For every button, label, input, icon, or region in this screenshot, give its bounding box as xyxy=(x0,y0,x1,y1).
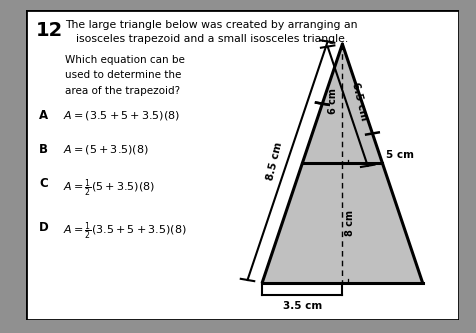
Text: area of the trapezoid?: area of the trapezoid? xyxy=(65,86,180,96)
Text: 3.5 cm: 3.5 cm xyxy=(283,301,322,311)
Text: The large triangle below was created by arranging an: The large triangle below was created by … xyxy=(65,20,357,30)
Text: $A = (5 + 3.5)(8)$: $A = (5 + 3.5)(8)$ xyxy=(63,143,149,156)
Text: 12: 12 xyxy=(36,21,63,40)
Text: B: B xyxy=(39,143,48,156)
Text: 8.5 cm: 8.5 cm xyxy=(265,141,284,181)
Text: isosceles trapezoid and a small isosceles triangle.: isosceles trapezoid and a small isoscele… xyxy=(76,34,348,44)
Text: D: D xyxy=(39,220,49,233)
Text: A: A xyxy=(39,109,48,122)
Text: 8 cm: 8 cm xyxy=(345,210,355,236)
Text: $A = (3.5 + 5 + 3.5)(8)$: $A = (3.5 + 5 + 3.5)(8)$ xyxy=(63,109,180,122)
Text: $A = \frac{1}{2}(5 + 3.5)(8)$: $A = \frac{1}{2}(5 + 3.5)(8)$ xyxy=(63,177,155,199)
Polygon shape xyxy=(262,44,423,282)
Text: used to determine the: used to determine the xyxy=(65,70,181,80)
Text: 5 cm: 5 cm xyxy=(386,150,414,160)
Text: 6.5 cm: 6.5 cm xyxy=(350,81,369,122)
Text: 6 cm: 6 cm xyxy=(328,88,338,114)
Text: $A = \frac{1}{2}(3.5 + 5 + 3.5)(8)$: $A = \frac{1}{2}(3.5 + 5 + 3.5)(8)$ xyxy=(63,220,187,242)
Text: C: C xyxy=(39,177,48,190)
Text: Which equation can be: Which equation can be xyxy=(65,55,185,65)
